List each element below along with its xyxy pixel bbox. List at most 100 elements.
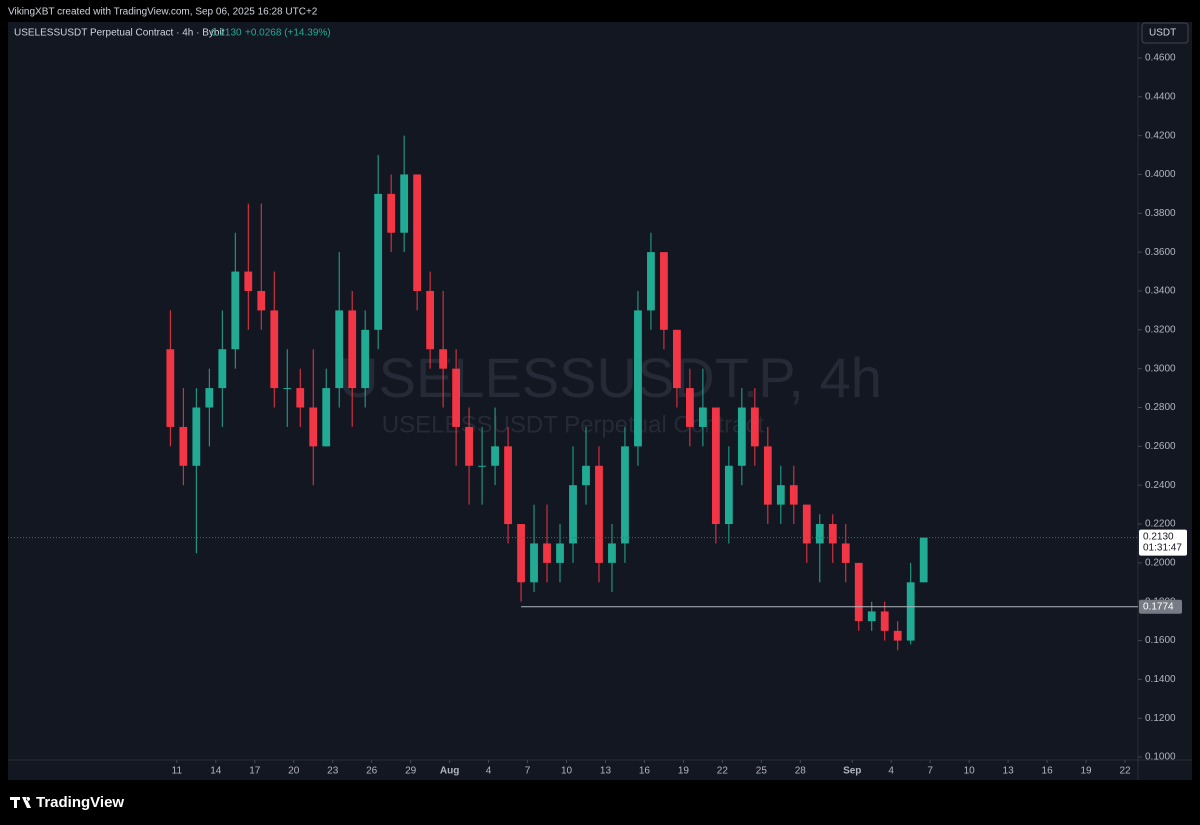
candle-body bbox=[504, 446, 512, 525]
candle-body bbox=[179, 426, 188, 466]
y-tick-label: 0.3400 bbox=[1145, 286, 1176, 297]
candle-body bbox=[530, 543, 538, 583]
candle-body bbox=[478, 465, 486, 467]
candle-body bbox=[426, 290, 435, 350]
candle-body bbox=[218, 349, 227, 389]
candle-body bbox=[815, 524, 824, 544]
candle-body bbox=[465, 426, 473, 466]
x-tick-label: 25 bbox=[756, 766, 768, 777]
horizontal-line-label: 0.1774 bbox=[1143, 601, 1174, 612]
watermark: USELESSUSDT.P, 4h bbox=[338, 346, 882, 409]
currency[interactable]: USDT bbox=[1149, 28, 1176, 39]
candle-body bbox=[374, 193, 383, 330]
legend-price: 0.2130 bbox=[211, 28, 242, 39]
candle-body bbox=[192, 407, 201, 466]
candle-body bbox=[166, 349, 175, 427]
candle-body bbox=[400, 174, 409, 233]
candle-body bbox=[776, 485, 785, 505]
y-tick-label: 0.4600 bbox=[1145, 53, 1176, 64]
candle-body bbox=[789, 485, 798, 505]
horizontal-line-tag bbox=[1139, 599, 1182, 614]
candle-body bbox=[880, 611, 889, 631]
candle-body bbox=[348, 310, 357, 389]
footer: TradingView bbox=[36, 794, 124, 811]
candle-body bbox=[582, 465, 590, 486]
candle-body bbox=[737, 407, 746, 466]
countdown: 01:31:47 bbox=[1143, 542, 1182, 553]
x-tick-label: Sep bbox=[843, 766, 861, 777]
candle-body bbox=[413, 174, 422, 291]
x-tick-label: 17 bbox=[249, 766, 261, 777]
chart-panel bbox=[8, 22, 1192, 780]
x-tick-label: 11 bbox=[172, 766, 183, 777]
candle-body bbox=[517, 524, 525, 583]
x-tick-label: 13 bbox=[1003, 766, 1015, 777]
x-tick-label: 22 bbox=[1119, 766, 1131, 777]
y-tick-label: 0.1000 bbox=[1145, 752, 1176, 763]
y-tick-label: 0.1400 bbox=[1145, 674, 1176, 685]
x-tick-label: 19 bbox=[1080, 766, 1092, 777]
candle-body bbox=[309, 407, 318, 447]
y-tick-label: 0.3200 bbox=[1145, 324, 1176, 335]
candle-body bbox=[763, 446, 772, 505]
logo-mark bbox=[10, 797, 31, 808]
candle-body bbox=[335, 310, 344, 389]
candle-body bbox=[711, 407, 720, 525]
currency-button[interactable] bbox=[1141, 22, 1189, 44]
candle-body bbox=[919, 537, 928, 583]
candle-body bbox=[673, 329, 681, 389]
candle-body bbox=[491, 446, 499, 466]
candle-body bbox=[828, 524, 837, 544]
candle-body bbox=[750, 407, 759, 447]
candle-body bbox=[660, 252, 668, 330]
candle-body bbox=[270, 310, 279, 389]
x-tick-label: 10 bbox=[964, 766, 976, 777]
y-tick-label: 0.1200 bbox=[1145, 713, 1176, 724]
candle-body bbox=[906, 582, 915, 641]
y-tick-label: 0.2600 bbox=[1145, 441, 1176, 452]
candle-body bbox=[439, 349, 448, 369]
candle-body bbox=[244, 271, 253, 291]
x-tick-label: 10 bbox=[561, 766, 573, 777]
x-tick-label: 19 bbox=[678, 766, 690, 777]
candle-body bbox=[724, 465, 733, 525]
x-tick-label: 20 bbox=[288, 766, 300, 777]
x-tick-label: 4 bbox=[486, 766, 492, 777]
x-tick-label: 16 bbox=[639, 766, 651, 777]
candle-body bbox=[556, 543, 564, 563]
candle-body bbox=[283, 388, 292, 390]
last-price-label: 0.2130 bbox=[1143, 531, 1174, 542]
candle-body bbox=[205, 388, 214, 408]
candle-body bbox=[634, 310, 642, 447]
y-tick-label: 0.2400 bbox=[1145, 480, 1176, 491]
x-tick-label: 26 bbox=[366, 766, 378, 777]
x-tick-label: 29 bbox=[405, 766, 417, 777]
y-tick-label: 0.4400 bbox=[1145, 91, 1176, 102]
watermark-sub: USELESSUSDT Perpetual Contract bbox=[382, 411, 765, 438]
x-tick-label: 13 bbox=[600, 766, 612, 777]
candle-body bbox=[893, 630, 902, 641]
y-tick-label: 0.4200 bbox=[1145, 130, 1176, 141]
candle-body bbox=[854, 562, 863, 622]
candle-body bbox=[621, 446, 629, 544]
x-tick-label: Aug bbox=[440, 766, 459, 777]
y-tick-label: 0.3000 bbox=[1145, 363, 1176, 374]
x-tick-label: 14 bbox=[210, 766, 222, 777]
candle-body bbox=[231, 271, 240, 350]
candle-body bbox=[867, 611, 876, 622]
x-tick-label: 7 bbox=[927, 766, 933, 777]
header: VikingXBT created with TradingView.com, … bbox=[8, 7, 318, 18]
logo bbox=[10, 797, 31, 808]
symbol: USELESSUSDT Perpetual Contract · 4h · By… bbox=[14, 28, 225, 39]
x-tick-label: 7 bbox=[525, 766, 531, 777]
candle-body bbox=[361, 329, 370, 389]
candle-body bbox=[608, 543, 616, 563]
y-tick-label: 0.3800 bbox=[1145, 208, 1176, 219]
candle-body bbox=[322, 388, 331, 447]
candle-body bbox=[296, 388, 305, 408]
candle-body bbox=[543, 543, 551, 563]
y-tick-label: 0.2200 bbox=[1145, 519, 1176, 530]
candle-body bbox=[686, 388, 694, 427]
candle-body bbox=[257, 290, 266, 311]
candle-body bbox=[452, 368, 460, 427]
